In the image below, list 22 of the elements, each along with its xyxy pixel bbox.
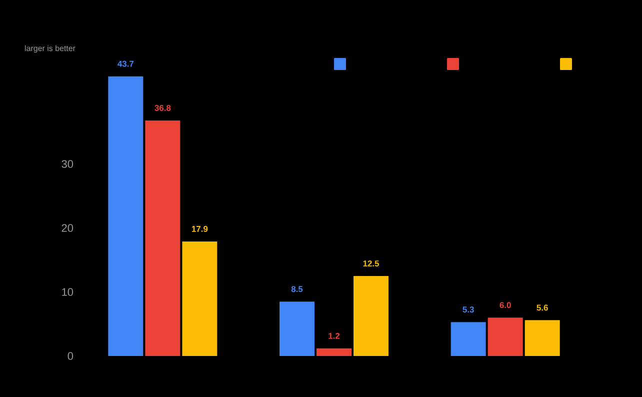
bar <box>524 320 560 356</box>
bar <box>145 120 180 356</box>
data-label: 43.7 <box>118 60 134 67</box>
y-tick-label: 30 <box>62 160 74 168</box>
bar <box>354 276 389 356</box>
bar <box>280 302 315 356</box>
data-label: 6.0 <box>500 302 511 308</box>
bar <box>488 318 523 356</box>
data-label: 8.5 <box>291 286 303 292</box>
bar <box>316 348 352 356</box>
bar <box>182 241 218 356</box>
data-label: 5.6 <box>536 304 548 311</box>
bar <box>108 76 144 356</box>
data-label: 17.9 <box>192 226 208 232</box>
data-label: 36.8 <box>154 104 171 111</box>
bar <box>450 322 486 356</box>
data-label: 1.2 <box>328 332 340 339</box>
data-label: 5.3 <box>462 306 474 313</box>
y-tick-label: 0 <box>68 352 74 360</box>
y-tick-label: 20 <box>62 224 74 232</box>
y-tick-label: 10 <box>62 288 74 296</box>
data-label: 12.5 <box>363 260 380 266</box>
